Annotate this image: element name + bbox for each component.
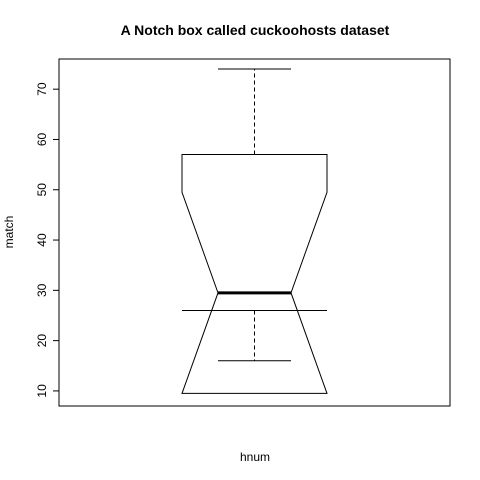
y-tick-label: 20 — [35, 334, 49, 348]
y-tick-label: 40 — [35, 233, 49, 247]
chart-title: A Notch box called cuckoohosts dataset — [121, 22, 390, 38]
y-tick-label: 10 — [35, 384, 49, 398]
x-axis-label: hnum — [240, 450, 270, 464]
y-axis-label: match — [2, 216, 16, 249]
notched-box — [181, 154, 328, 394]
y-tick-label: 30 — [35, 283, 49, 297]
y-tick-label: 60 — [35, 132, 49, 146]
y-tick-label: 50 — [35, 183, 49, 197]
y-tick-label: 70 — [35, 82, 49, 96]
box-group — [181, 68, 328, 394]
y-axis: 10 20 30 40 50 60 70 — [35, 82, 60, 398]
